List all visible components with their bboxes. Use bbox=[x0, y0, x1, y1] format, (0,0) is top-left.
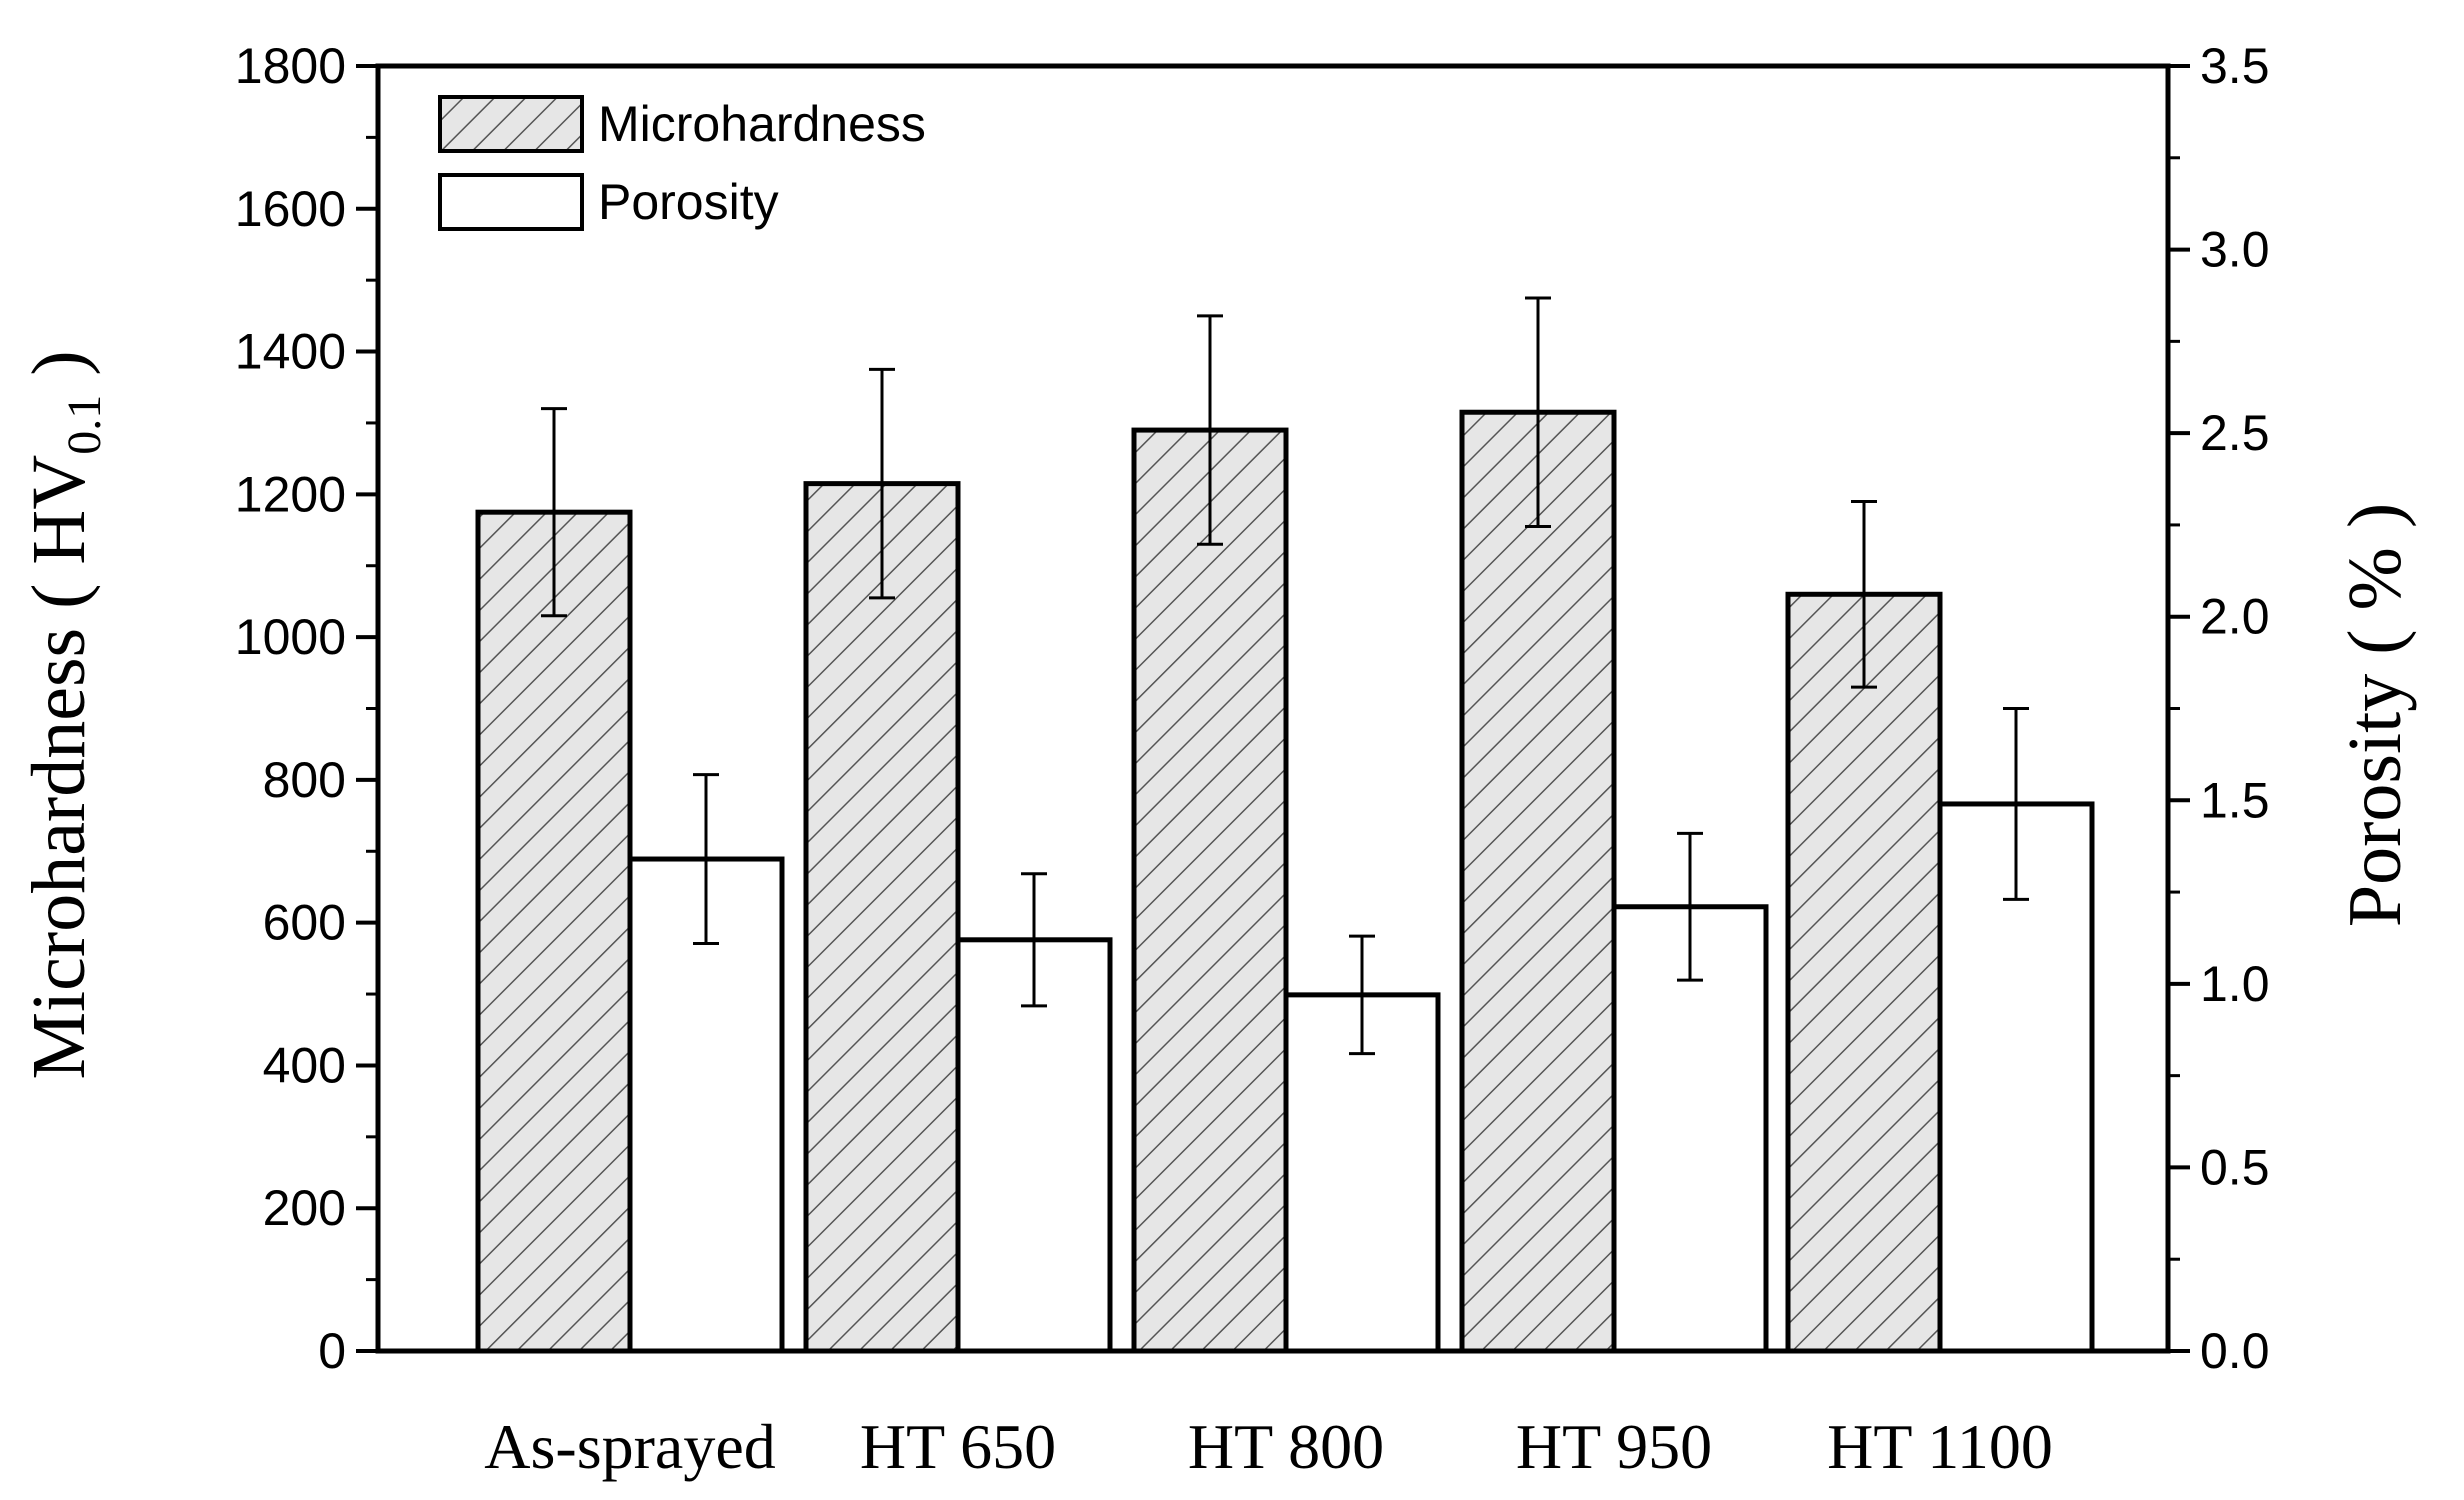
right-tick-label: 3.5 bbox=[2200, 38, 2270, 94]
left-axis-title-sub: 0.1 bbox=[58, 395, 111, 455]
left-tick-label: 400 bbox=[263, 1037, 346, 1093]
right-tick-label: 2.5 bbox=[2200, 405, 2270, 461]
category-label: HT 950 bbox=[1516, 1411, 1712, 1482]
right-axis-title: Porosity ( % ) bbox=[2333, 503, 2417, 927]
right-tick-label: 1.0 bbox=[2200, 956, 2270, 1012]
left-tick-label: 1200 bbox=[235, 466, 346, 522]
right-tick-label: 0.5 bbox=[2200, 1139, 2270, 1195]
bar-microhardness bbox=[1131, 427, 1289, 1354]
right-tick-label: 2.0 bbox=[2200, 589, 2270, 645]
category-label: HT 1100 bbox=[1827, 1411, 2053, 1482]
plot-area: As-sprayed HT 650 HT 800 HT 950 HT 1100 0 200 4… bbox=[17, 38, 2417, 1482]
bar-microhardness bbox=[475, 509, 633, 1354]
bar-microhardness bbox=[1785, 591, 1943, 1354]
left-tick-label: 200 bbox=[263, 1180, 346, 1236]
left-tick-label: 800 bbox=[263, 752, 346, 808]
bar-microhardness bbox=[803, 481, 961, 1354]
category-label: HT 800 bbox=[1188, 1411, 1384, 1482]
legend-swatch-microhardness bbox=[438, 95, 584, 153]
category-label: HT 650 bbox=[860, 1411, 1056, 1482]
left-tick-label: 0 bbox=[318, 1323, 346, 1379]
bar-porosity bbox=[955, 937, 1113, 1354]
left-axis-title-main: Microhardness ( HV bbox=[17, 455, 101, 1080]
left-tick-label: 1600 bbox=[235, 181, 346, 237]
left-tick-label: 600 bbox=[263, 895, 346, 951]
category-label: As-sprayed bbox=[484, 1411, 775, 1482]
legend-swatch-porosity bbox=[438, 173, 584, 231]
left-tick-label: 1000 bbox=[235, 609, 346, 665]
bar-microhardness bbox=[1459, 409, 1617, 1354]
left-axis-title: Microhardness ( HV0.1 ) bbox=[17, 350, 111, 1079]
left-tick-label: 1400 bbox=[235, 324, 346, 380]
left-axis-title-close: ) bbox=[17, 350, 101, 394]
left-tick-label: 1800 bbox=[235, 38, 346, 94]
legend-label-porosity: Porosity bbox=[598, 174, 779, 230]
legend-label-microhardness: Microhardness bbox=[598, 96, 926, 152]
right-tick-label: 1.5 bbox=[2200, 772, 2270, 828]
right-tick-label: 3.0 bbox=[2200, 222, 2270, 278]
right-tick-label: 0.0 bbox=[2200, 1323, 2270, 1379]
